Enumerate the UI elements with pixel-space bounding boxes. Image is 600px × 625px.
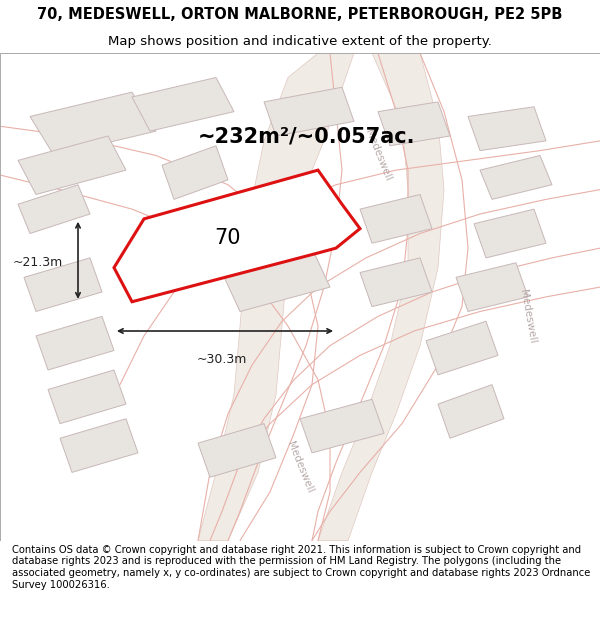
Polygon shape: [264, 88, 354, 136]
Polygon shape: [18, 185, 90, 234]
Polygon shape: [24, 258, 102, 311]
Polygon shape: [60, 419, 138, 472]
Text: Map shows position and indicative extent of the property.: Map shows position and indicative extent…: [108, 35, 492, 48]
Polygon shape: [30, 92, 156, 156]
Polygon shape: [438, 384, 504, 438]
Text: Medeswell: Medeswell: [285, 440, 315, 495]
Text: 70, MEDESWELL, ORTON MALBORNE, PETERBOROUGH, PE2 5PB: 70, MEDESWELL, ORTON MALBORNE, PETERBORO…: [37, 8, 563, 22]
Polygon shape: [378, 102, 450, 146]
Text: Medeswell: Medeswell: [518, 289, 538, 344]
Polygon shape: [318, 53, 444, 541]
Polygon shape: [468, 107, 546, 151]
Text: Contains OS data © Crown copyright and database right 2021. This information is : Contains OS data © Crown copyright and d…: [12, 545, 590, 589]
Text: ~232m²/~0.057ac.: ~232m²/~0.057ac.: [198, 126, 415, 146]
Text: ~21.3m: ~21.3m: [13, 256, 63, 269]
Polygon shape: [426, 321, 498, 375]
Polygon shape: [300, 399, 384, 453]
Polygon shape: [36, 316, 114, 370]
Text: ~30.3m: ~30.3m: [197, 353, 247, 366]
Polygon shape: [222, 248, 330, 311]
Polygon shape: [198, 53, 354, 541]
Polygon shape: [48, 370, 126, 424]
Polygon shape: [162, 146, 228, 199]
Polygon shape: [228, 189, 312, 243]
Bar: [0, 53, 600, 541]
Polygon shape: [132, 78, 234, 131]
Polygon shape: [114, 170, 360, 302]
Polygon shape: [18, 136, 126, 194]
Polygon shape: [360, 258, 432, 307]
Polygon shape: [480, 156, 552, 199]
Polygon shape: [456, 262, 528, 311]
Polygon shape: [360, 194, 432, 243]
Text: 70: 70: [215, 228, 241, 248]
Polygon shape: [474, 209, 546, 258]
Polygon shape: [198, 424, 276, 478]
Text: Medeswell: Medeswell: [363, 128, 393, 182]
